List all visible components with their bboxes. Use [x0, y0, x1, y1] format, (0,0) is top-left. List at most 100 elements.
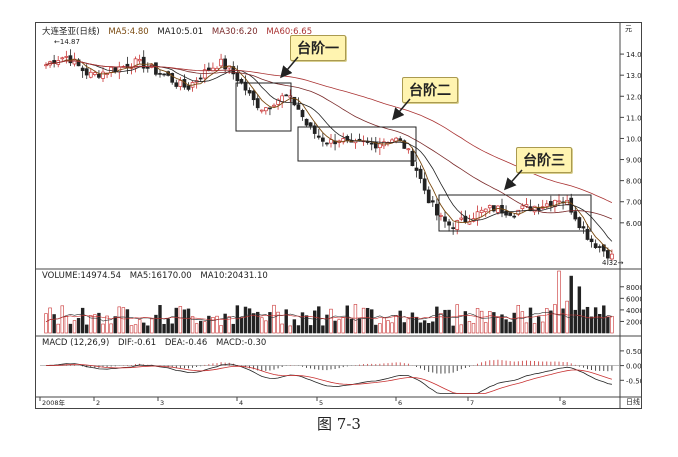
volume-bar-36 [190, 316, 195, 334]
candle-body-31 [170, 73, 175, 83]
candle-body-53 [259, 109, 264, 112]
candle-body-126 [557, 200, 561, 203]
candle-body-51 [251, 90, 256, 101]
volume-bar-117 [520, 311, 525, 334]
candle-body-108 [483, 208, 488, 213]
candle-body-61 [292, 96, 297, 106]
volume-bar-66 [313, 310, 317, 334]
price-ytick-label-0: 14.00 [626, 51, 641, 59]
high-annotation: ←14.87 [54, 38, 80, 46]
price-ytick-label-3: 11.00 [626, 114, 641, 122]
volume-bar-63 [300, 312, 305, 334]
vol-ma10-line [45, 313, 612, 323]
volume-bar-77 [357, 318, 362, 334]
volume-bar-83 [382, 317, 386, 334]
volume-bar-38 [199, 320, 203, 334]
volume-bar-116 [516, 305, 520, 334]
volume-bar-135 [593, 307, 598, 334]
price-ytick-label-4: 10.00 [626, 135, 641, 143]
ma60-line [45, 60, 613, 203]
ma5-line [45, 58, 613, 252]
volume-bar-99 [447, 309, 451, 334]
volume-bar-56 [272, 304, 276, 334]
volume-bar-32 [174, 307, 178, 334]
volume-bar-17 [113, 316, 117, 334]
corner-bottom-label: 日线 [626, 398, 640, 406]
volume-bar-131 [577, 286, 582, 334]
volume-bar-136 [598, 313, 602, 334]
candle-body-69 [325, 142, 329, 145]
volume-bar-106 [475, 308, 480, 334]
candle-body-117 [520, 205, 525, 210]
price-ytick-label-5: 9.00 [626, 157, 641, 165]
candle-body-43 [219, 58, 223, 67]
candle-body-88 [402, 140, 407, 149]
ma10-line [45, 60, 613, 242]
volume-bar-46 [231, 323, 235, 334]
vol-ytick-label-1: 60000 [626, 295, 641, 303]
candle-body-52 [255, 98, 260, 109]
volume-bar-96 [435, 306, 439, 334]
volume-bar-133 [585, 306, 590, 334]
ma60-label: MA60:6.65 [266, 27, 313, 37]
volume-bar-15 [105, 315, 109, 334]
dea-line [45, 364, 613, 394]
vol-ma5-label: MA5:16170.00 [129, 271, 192, 281]
candle-body-132 [581, 226, 586, 229]
candle-body-103 [463, 215, 468, 223]
callout-step-two: 台阶二 [402, 77, 458, 103]
volume-bar-44 [223, 313, 227, 334]
candle-body-115 [512, 215, 517, 218]
price-ytick-label-1: 13.00 [626, 72, 641, 80]
candle-body-23 [137, 58, 142, 62]
xtick-label-5: 6 [398, 399, 402, 407]
volume-bar-80 [370, 309, 374, 334]
candle-body-135 [593, 243, 598, 248]
volume-bar-33 [178, 306, 183, 334]
macd-ytick-label-1: 0.00 [626, 363, 641, 371]
volume-bar-12 [93, 314, 97, 334]
volume-bar-30 [166, 318, 170, 334]
volume-bar-119 [528, 307, 533, 334]
candle-body-107 [479, 209, 484, 213]
ma5-label: MA5:4.80 [108, 27, 149, 37]
candle-body-64 [304, 118, 309, 126]
candle-body-44 [223, 58, 227, 70]
price-ytick-label-6: 8.00 [626, 178, 641, 186]
volume-bar-9 [80, 307, 85, 334]
volume-bar-115 [512, 312, 516, 334]
volume-bar-126 [557, 270, 561, 334]
volume-bar-51 [251, 313, 256, 334]
volume-bar-105 [471, 323, 476, 334]
volume-bar-50 [247, 308, 252, 334]
candle-body-93 [422, 178, 427, 191]
candle-body-139 [610, 253, 614, 260]
candle-body-12 [93, 72, 97, 75]
volume-bar-5 [64, 315, 69, 334]
candle-body-90 [410, 150, 415, 167]
macd-ytick-label-2: -0.50 [626, 377, 641, 385]
volume-bar-95 [431, 321, 435, 334]
candle-body-133 [585, 228, 590, 240]
candle-body-66 [312, 125, 317, 134]
candle-body-17 [113, 67, 118, 72]
volume-bar-2 [52, 314, 56, 334]
volume-bar-24 [142, 322, 146, 334]
price-ytick-label-7: 7.00 [626, 199, 641, 207]
volume-bar-110 [492, 312, 496, 334]
volume-bar-114 [508, 321, 512, 334]
volume-bar-78 [361, 307, 366, 334]
candle-body-35 [186, 85, 191, 90]
volume-bar-107 [479, 310, 484, 334]
callout-step-one: 台阶一 [290, 35, 346, 61]
volume-bar-73 [341, 317, 345, 334]
volume-bar-87 [398, 310, 402, 334]
volume-bar-40 [207, 315, 211, 334]
candle-body-50 [247, 90, 252, 94]
xtick-label-3: 4 [239, 399, 243, 407]
volume-bar-53 [260, 317, 264, 334]
volume-bar-59 [284, 309, 288, 334]
volume-bar-139 [610, 315, 614, 334]
candle-body-4 [60, 57, 65, 60]
chart-canvas: 14.00 13.00 12.00 11.00 10.00 9.00 8.00 7.00 6.0… [36, 23, 641, 408]
